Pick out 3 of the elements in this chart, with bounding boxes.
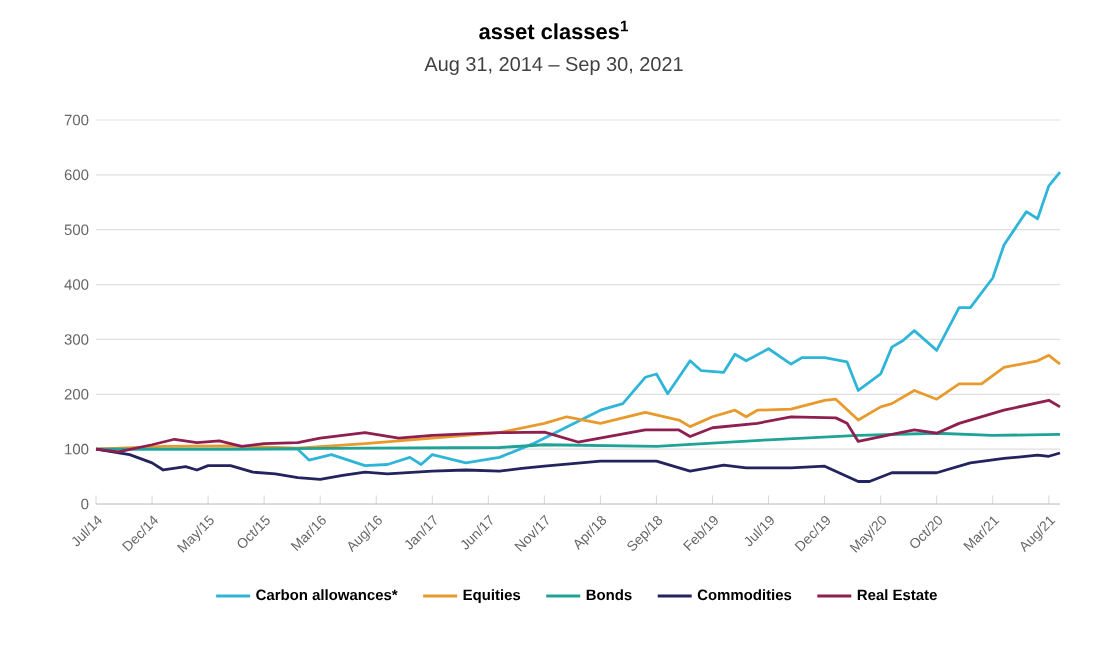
- line-series: [94, 398, 1062, 454]
- chart-subtitle: Aug 31, 2014 – Sep 30, 2021: [424, 56, 683, 76]
- chart-title: asset classes$^{1}$: [479, 20, 629, 40]
